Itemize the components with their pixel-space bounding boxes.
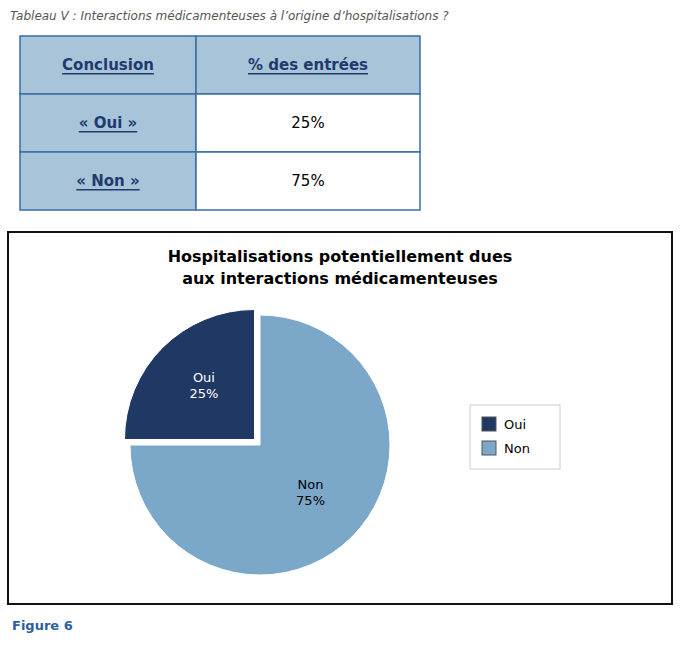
pie-slice [130,315,390,575]
legend-swatch [482,417,496,431]
data-label-category: Oui [193,370,215,385]
table-cell [20,94,196,152]
data-labels: Oui25% Non75% [189,370,325,508]
table-text: « Non » [76,172,139,190]
data-label-value: 25% [189,386,218,401]
legend-label: Non [504,441,530,456]
pie-title-line: aux interactions médicamenteuses [182,269,498,288]
legend-frame [470,405,560,469]
legend-swatch [482,441,496,455]
table-cell [196,36,420,94]
table-cell [196,152,420,210]
table: Conclusion % des entrées « Oui » 25% « Non »… [20,36,420,210]
table-text: « Oui » [79,114,137,132]
annotation: Figure 6 [12,618,73,633]
data-label: Oui25% [189,370,218,401]
page-title: Tableau V : Interactions médicamenteuses… [10,9,449,23]
pie-title-line: Hospitalisations potentiellement dues [168,247,513,266]
legend: Oui Non [470,405,560,469]
table-text: % des entrées [248,56,368,74]
pie [124,309,390,575]
chart-root: Tableau V : Interactions médicamenteuses… [0,0,682,647]
pie-slice [124,309,254,439]
table-cell [20,36,196,94]
pie-title: Hospitalisations potentiellement dues aux… [168,247,513,288]
legend-label: Oui [504,417,526,432]
table-cell [196,94,420,152]
table-text: Conclusion [62,56,154,74]
data-label: Non75% [296,477,325,508]
table-text: 25% [291,114,324,132]
table-cell [20,152,196,210]
pie-box [8,232,672,604]
data-label-value: 75% [296,493,325,508]
table-text: 75% [291,172,324,190]
data-label-category: Non [298,477,324,492]
